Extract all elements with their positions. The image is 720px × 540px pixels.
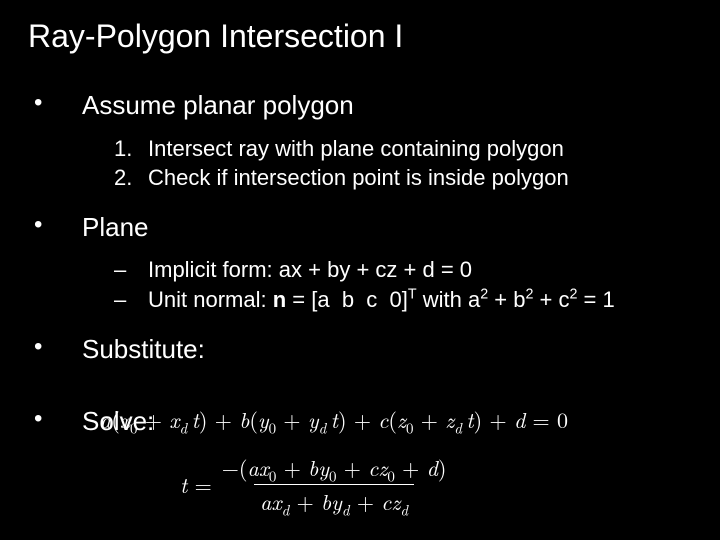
sub-item: – Unit normal: n = [a b c 0]T with a2 + … <box>114 285 692 315</box>
bullet-item-substitute: • Substitute: <box>28 333 692 366</box>
bullet-marker: • <box>28 405 82 434</box>
bullet-marker: • <box>28 89 82 118</box>
bullet-marker: • <box>28 333 82 362</box>
bullet-item-plane: • Plane <box>28 211 692 244</box>
sub-list-plane: – Implicit form: ax + by + cz + d = 0 – … <box>28 255 692 314</box>
formula-solve-fraction: −(ax0 + by0 + cz0 + d) axd + byd + czd <box>216 452 453 517</box>
sub-item: 1. Intersect ray with plane containing p… <box>114 134 692 164</box>
slide-title: Ray-Polygon Intersection I <box>28 18 692 55</box>
slide: Ray-Polygon Intersection I • Assume plan… <box>0 0 720 540</box>
sub-item: 2. Check if intersection point is inside… <box>114 163 692 193</box>
formula-solve-lhs: t = <box>180 469 212 500</box>
formula-solve: t = −(ax0 + by0 + cz0 + d) axd + byd + c… <box>180 452 452 517</box>
sub-marker: 1. <box>114 134 148 164</box>
formula-substitute: a(x0 + xd t) + b(y0 + yd t) + c(z0 + zd … <box>100 404 568 435</box>
bullet-marker: • <box>28 211 82 240</box>
bullet-item-assume: • Assume planar polygon <box>28 89 692 122</box>
sub-text: Check if intersection point is inside po… <box>148 163 569 193</box>
sub-list-assume: 1. Intersect ray with plane containing p… <box>28 134 692 193</box>
sub-text: Implicit form: ax + by + cz + d = 0 <box>148 255 472 285</box>
formula-solve-numerator: −(ax0 + by0 + cz0 + d) <box>216 452 453 484</box>
sub-marker: – <box>114 285 148 315</box>
sub-marker: 2. <box>114 163 148 193</box>
bullet-text: Plane <box>82 211 149 244</box>
formula-solve-denominator: axd + byd + czd <box>254 484 414 517</box>
bullet-list: • Assume planar polygon 1. Intersect ray… <box>28 89 692 438</box>
bullet-text: Assume planar polygon <box>82 89 354 122</box>
sub-text: Intersect ray with plane containing poly… <box>148 134 564 164</box>
sub-text: Unit normal: n = [a b c 0]T with a2 + b2… <box>148 285 615 315</box>
sub-item: – Implicit form: ax + by + cz + d = 0 <box>114 255 692 285</box>
bullet-text: Substitute: <box>82 333 205 366</box>
sub-marker: – <box>114 255 148 285</box>
